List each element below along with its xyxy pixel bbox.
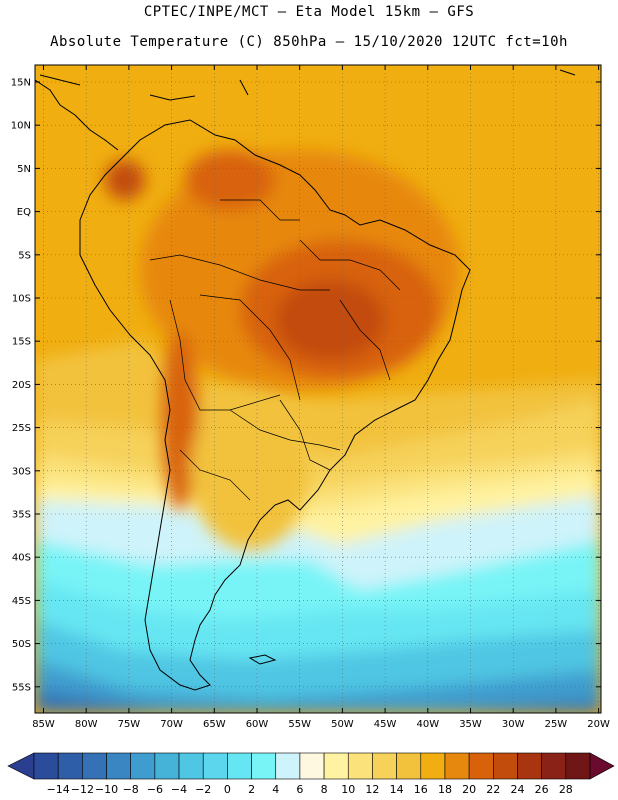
lon-label: 50W: [331, 719, 354, 730]
colorbar-swatch: [493, 752, 518, 780]
warm-core-colombia: [105, 160, 145, 200]
lat-lon-grid: [35, 65, 601, 713]
colorbar-swatch: [420, 752, 446, 780]
longitude-labels: 85W 80W 75W 70W 65W 60W 55W 50W 45W 40W 35W 30W 25W 2…: [32, 65, 610, 730]
colorbar-label: 8: [321, 783, 328, 796]
colorbar-label: 12: [365, 783, 379, 796]
colorbar-label: −2: [195, 783, 211, 796]
warm-core-northern-sa: [185, 150, 275, 210]
lon-label: 85W: [32, 719, 55, 730]
lat-label: 50S: [12, 639, 31, 650]
warm-core-andes: [162, 330, 198, 510]
colorbar-label: 16: [414, 783, 428, 796]
colorbar-label: −10: [95, 783, 118, 796]
colorbar-swatch: [106, 752, 131, 780]
colorbar-swatch: [565, 752, 591, 780]
map-frame: [34, 64, 602, 714]
colorbar-label: 18: [438, 783, 452, 796]
colorbar-swatch: [33, 752, 59, 780]
colorbar-right-triangle: [589, 752, 615, 780]
colorbar-swatch: [323, 752, 349, 780]
colorbar-swatch: [251, 752, 277, 780]
colorbar-swatch: [178, 752, 204, 780]
band-minus4C: [35, 660, 601, 713]
latitude-labels: 15N 10N 5N EQ 5S 10S 15S 20S 25S 30S 35S 40S 45S 50S 5…: [11, 78, 601, 693]
colorbar-label: −8: [123, 783, 139, 796]
colorbar-label: 6: [296, 783, 303, 796]
colorbar-label: −6: [147, 783, 163, 796]
coastlines: [35, 69, 576, 691]
colorbar-swatch: [299, 752, 325, 780]
colorbar-label: 26: [535, 783, 549, 796]
colorbar-swatch: [372, 752, 397, 780]
lat-label: 45S: [12, 596, 31, 607]
colorbar-label: 28: [559, 783, 573, 796]
lat-label: 20S: [12, 380, 31, 391]
lon-label: 25W: [545, 719, 568, 730]
colorbar-label: 22: [486, 783, 500, 796]
colorbar-swatch: [154, 752, 180, 780]
colorbar-left-triangle: [7, 752, 35, 780]
lat-label: 30S: [12, 466, 31, 477]
colorbar: −14 −12 −10 −8 −6 −4 −2 0 2 4 6 8 10 12 14 16 18 20 22 24 26…: [7, 752, 615, 796]
colorbar-label: −12: [71, 783, 94, 796]
caribbean-islands-east: [239, 69, 576, 96]
warm-core-argentina: [190, 390, 310, 550]
falklands-islands: [248, 654, 277, 665]
colorbar-swatch: [541, 752, 567, 780]
lon-label: 80W: [75, 719, 98, 730]
colorbar-label: 20: [462, 783, 476, 796]
lat-label: 15N: [11, 78, 31, 89]
lat-label: 25S: [12, 423, 31, 434]
colorbar-swatch: [275, 752, 301, 780]
colorbar-label: −4: [171, 783, 187, 796]
warm-core-central-brazil: [275, 280, 385, 360]
lat-label: 40S: [12, 553, 31, 564]
colorbar-swatch: [130, 752, 156, 780]
lon-label: 20W: [587, 719, 610, 730]
lat-label: EQ: [17, 207, 31, 218]
lat-label: 35S: [12, 510, 31, 521]
colorbar-swatch: [82, 752, 107, 780]
band-minus10C: [35, 690, 601, 713]
colorbar-swatch: [444, 752, 470, 780]
lat-label: 55S: [12, 682, 31, 693]
lon-label: 45W: [374, 719, 397, 730]
colorbar-label: 0: [224, 783, 231, 796]
lat-label: 5N: [17, 164, 31, 175]
title-line-2: Absolute Temperature (C) 850hPa – 15/10/…: [50, 34, 568, 50]
lat-label: 5S: [18, 250, 31, 261]
caribbean-coast: [39, 74, 81, 86]
colorbar-swatch: [347, 752, 373, 780]
lon-label: 70W: [160, 719, 183, 730]
colorbar-swatch: [227, 752, 252, 780]
colorbar-swatch: [468, 752, 494, 780]
country-borders: [149, 199, 401, 501]
lat-label: 10N: [11, 121, 31, 132]
lon-label: 65W: [203, 719, 226, 730]
lon-label: 30W: [502, 719, 525, 730]
title-line-1: CPTEC/INPE/MCT – Eta Model 15km – GFS: [143, 4, 475, 20]
lat-label: 10S: [12, 294, 31, 305]
colorbar-swatch: [202, 752, 228, 780]
lon-label: 75W: [118, 719, 141, 730]
colorbar-label: 10: [341, 783, 355, 796]
colorbar-label: 4: [272, 783, 279, 796]
colorbar-label: 2: [248, 783, 255, 796]
colorbar-label: −14: [47, 783, 70, 796]
south-america-coastline: [79, 119, 471, 691]
colorbar-swatch: [396, 752, 422, 780]
lon-label: 60W: [246, 719, 269, 730]
lat-label: 15S: [12, 337, 31, 348]
lon-label: 35W: [459, 719, 482, 730]
colorbar-label: 24: [510, 783, 524, 796]
central-america-coastline: [35, 79, 119, 151]
colorbar-swatch: [57, 752, 83, 780]
colorbar-label: 14: [390, 783, 404, 796]
colorbar-swatch: [517, 752, 542, 780]
lon-label: 55W: [288, 719, 311, 730]
caribbean-island: [149, 94, 196, 101]
lon-label: 40W: [416, 719, 439, 730]
